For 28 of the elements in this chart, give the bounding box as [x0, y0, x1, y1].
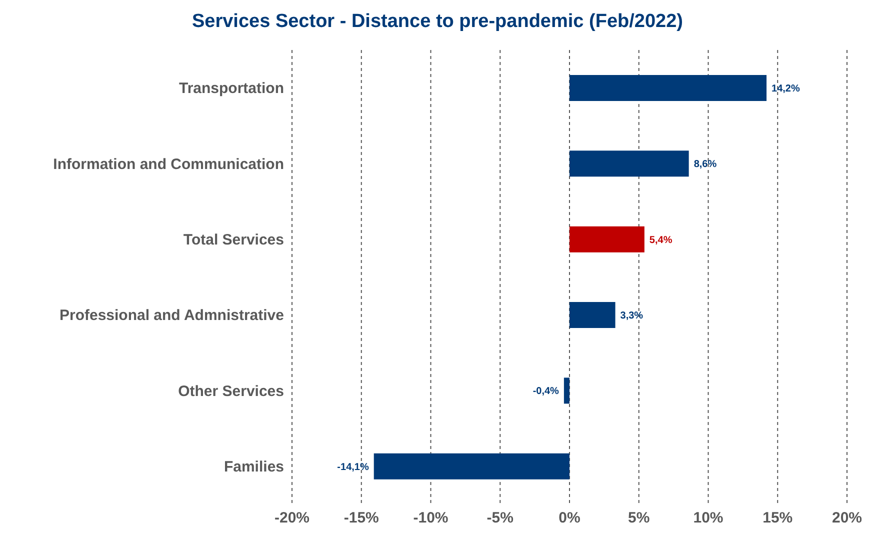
- x-tick-label: 20%: [832, 510, 862, 527]
- bar: [374, 453, 570, 480]
- data-label: -14,1%: [337, 462, 369, 473]
- chart-title: Services Sector - Distance to pre-pandemic (Feb/2022): [190, 10, 684, 34]
- bar: [570, 150, 689, 177]
- bar: [570, 302, 616, 328]
- bar: [570, 226, 644, 252]
- bar: [564, 378, 570, 404]
- x-tick-label: 15%: [762, 510, 793, 527]
- data-label: 5,4%: [649, 234, 672, 246]
- x-tick-label: 10%: [693, 510, 724, 527]
- y-tick-label: Professional and Admnistrative: [59, 307, 284, 324]
- x-tick-label: -10%: [413, 510, 448, 527]
- x-tick-label: 0%: [558, 510, 580, 527]
- y-tick-label: Transportation: [178, 80, 284, 98]
- data-label: 3,3%: [620, 310, 644, 322]
- y-tick-label: Information and Communication: [53, 156, 284, 173]
- data-label: 8,6%: [694, 159, 717, 170]
- data-label: -0,4%: [532, 386, 560, 398]
- x-tick-label: 5%: [628, 510, 650, 527]
- y-tick-label: Total Services: [183, 231, 284, 248]
- x-tick-label: -5%: [486, 510, 514, 527]
- y-tick-label: Families: [224, 458, 284, 476]
- data-label: 14,2%: [772, 84, 800, 94]
- x-tick-label: -20%: [274, 510, 310, 527]
- bar: [570, 75, 767, 101]
- x-tick-label: -15%: [344, 510, 379, 527]
- y-tick-label: Other Services: [178, 382, 284, 400]
